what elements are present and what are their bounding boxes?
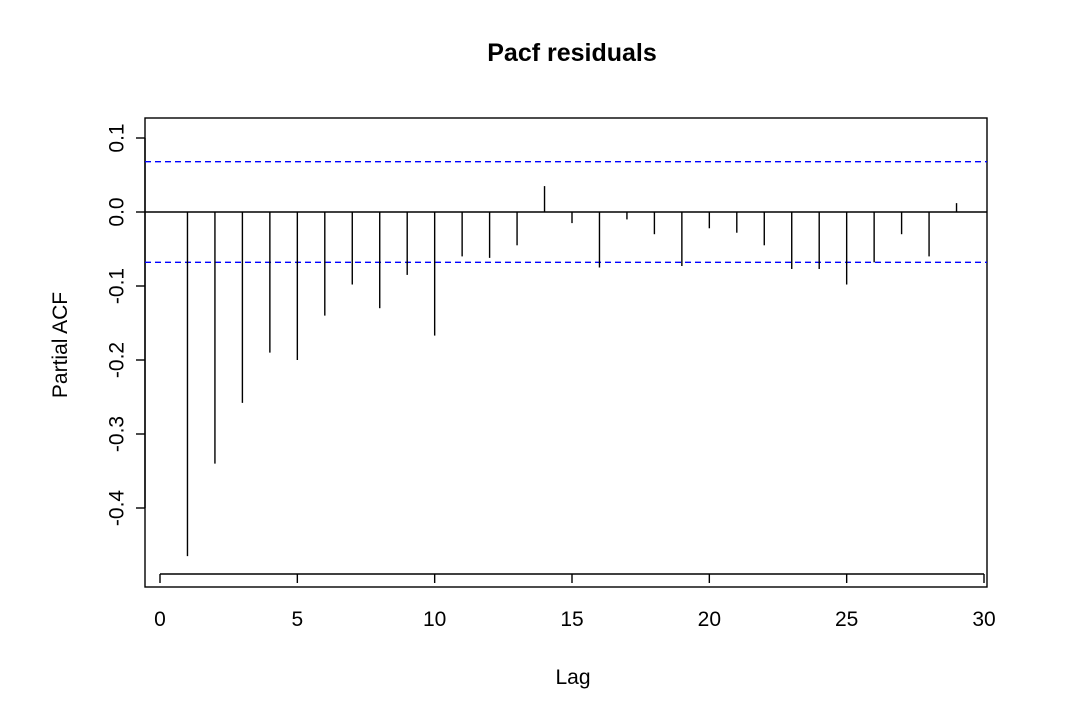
x-tick-label: 20	[698, 608, 721, 631]
y-tick-label: -0.4	[106, 490, 129, 527]
x-tick-label: 15	[560, 608, 583, 631]
x-tick-label: 25	[835, 608, 858, 631]
x-tick-label: 10	[423, 608, 446, 631]
plot-frame	[144, 117, 988, 588]
y-tick-label: -0.3	[106, 416, 129, 452]
y-axis: -0.4 -0.3 -0.2 -0.1 0.0 0.1	[106, 123, 146, 527]
y-tick-label: 0.1	[106, 123, 129, 152]
x-axis: 0 5 10 15 20 25 30	[154, 573, 996, 631]
x-axis-label: Lag	[555, 666, 590, 689]
y-tick-label: 0.0	[106, 197, 129, 226]
chart-title: Pacf residuals	[487, 39, 657, 67]
pacf-spikes	[186, 186, 958, 557]
x-tick-label: 30	[972, 608, 995, 631]
y-tick-label: -0.2	[106, 342, 129, 378]
y-axis-label: Partial ACF	[49, 292, 72, 398]
y-tick-label: -0.1	[106, 268, 129, 304]
x-tick-label: 5	[291, 608, 303, 631]
x-tick-label: 0	[154, 608, 166, 631]
